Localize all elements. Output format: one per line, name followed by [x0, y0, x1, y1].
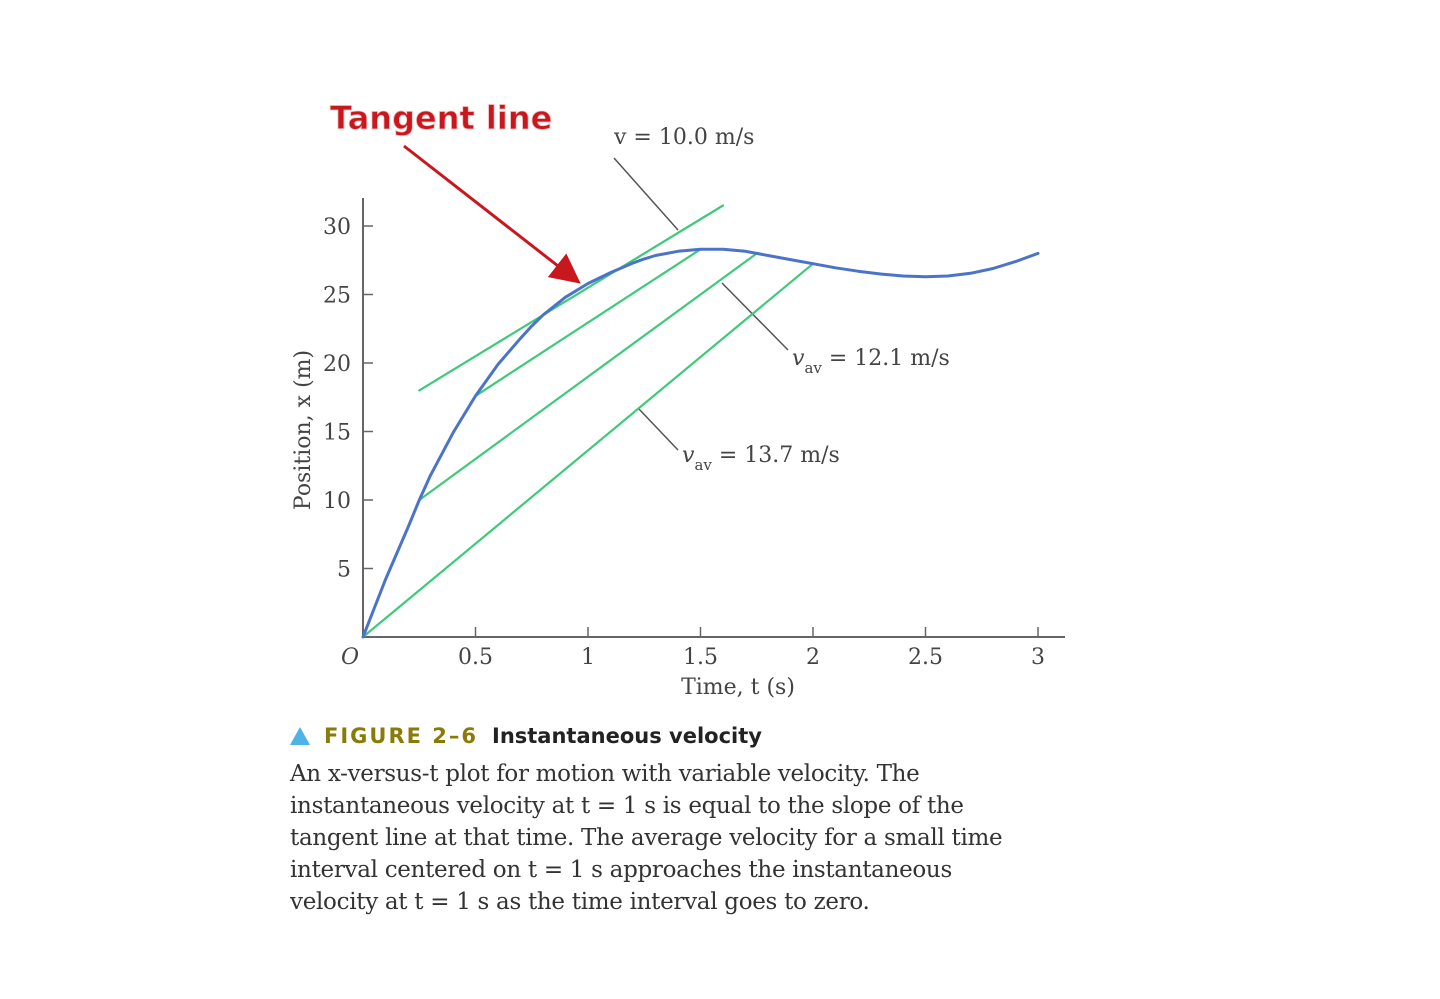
x-tick-label: 1 [581, 645, 595, 670]
series-layer [361, 204, 1040, 639]
y-ticks: 5 10 15 20 25 30 [323, 215, 373, 583]
caption-line: velocity at t = 1 s as the time interval… [290, 889, 870, 915]
secant-line-2 [474, 248, 702, 397]
x-tick-label: 1.5 [683, 645, 718, 670]
y-tick-label: 20 [323, 352, 351, 377]
x-tick-label: 3 [1031, 645, 1045, 670]
secant-line-1 [418, 204, 725, 392]
x-ticks: 0.5 1 1.5 2 2.5 3 [458, 627, 1045, 670]
v-leader-line [613, 157, 679, 231]
v-annotation: v = 10.0 m/s [613, 125, 754, 150]
x-tick-label: 2.5 [908, 645, 943, 670]
figure-label: FIGURE 2–6 [324, 724, 478, 748]
position-time-chart: 0.5 1 1.5 2 2.5 3 5 10 15 20 25 30 O Time, t (s) P… [291, 99, 1065, 700]
origin-label: O [341, 645, 359, 670]
x-axis-title: Time, t (s) [681, 675, 795, 700]
y-axis-title: Position, x (m) [291, 350, 316, 510]
caption-header: FIGURE 2–6 Instantaneous velocity [290, 724, 1050, 748]
caption-line: interval centered on t = 1 s approaches … [290, 857, 952, 883]
figure-caption: FIGURE 2–6 Instantaneous velocity An x-v… [290, 724, 1050, 918]
vav2-annotation: vav = 13.7 m/s [682, 443, 840, 474]
position-curve [361, 247, 1040, 639]
tangent-line-label: Tangent line [330, 99, 552, 137]
secant-line-3 [418, 252, 758, 502]
y-tick-label: 10 [323, 489, 351, 514]
x-tick-label: 0.5 [458, 645, 493, 670]
y-tick-label: 15 [323, 421, 351, 446]
caption-line: tangent line at that time. The average v… [290, 825, 1003, 851]
y-tick-label: 30 [323, 215, 351, 240]
x-tick-label: 2 [806, 645, 820, 670]
caption-line: instantaneous velocity at t = 1 s is equ… [290, 793, 964, 819]
vav2-leader-line [637, 407, 679, 451]
figure-title: Instantaneous velocity [492, 724, 762, 748]
triangle-icon [290, 727, 310, 745]
caption-line: An x-versus-t plot for motion with varia… [290, 761, 920, 787]
y-tick-label: 25 [323, 284, 351, 309]
secant-line-4 [361, 262, 815, 639]
tangent-arrow [403, 144, 581, 284]
vav1-leader-line [721, 282, 789, 351]
y-tick-label: 5 [337, 558, 351, 583]
caption-body: An x-versus-t plot for motion with varia… [290, 758, 1050, 918]
vav1-annotation: vav = 12.1 m/s [792, 346, 950, 377]
